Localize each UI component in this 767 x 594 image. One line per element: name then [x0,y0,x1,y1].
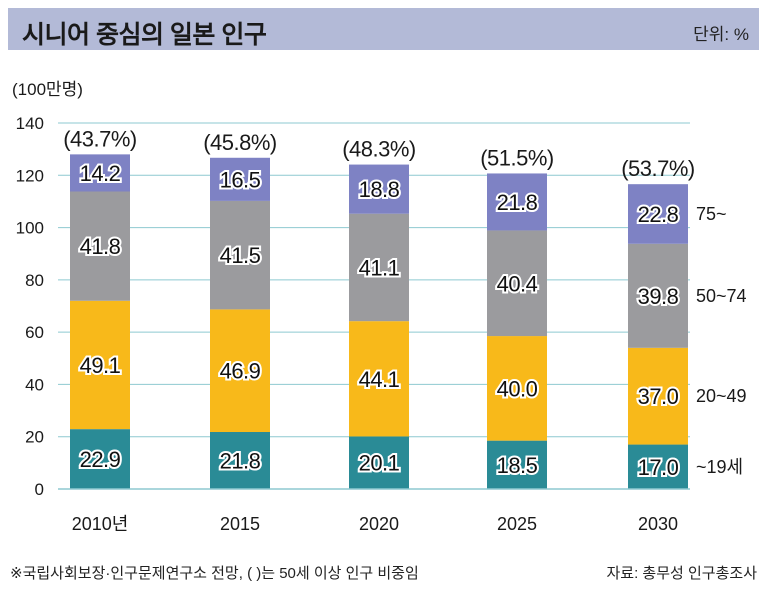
series-label: 50~74 [696,286,747,306]
share-label: (48.3%) [342,137,416,162]
unit-label: 단위: % [693,25,749,44]
bar-segment [349,436,409,489]
bar-segment [70,191,130,301]
segment-value-label: 40.4 [497,271,538,296]
bar-segment [210,309,270,433]
segment-value-label: 46.9 [220,359,261,384]
y-tick-label: 0 [35,480,44,499]
series-label: 75~ [696,204,727,224]
y-tick-label: 120 [16,166,44,185]
share-label: (51.5%) [480,145,554,170]
segment-value-label: 41.8 [80,234,121,259]
series-label: 20~49 [696,386,747,406]
bar-segment [349,164,409,214]
bar-segment [487,173,547,231]
share-label: (53.7%) [621,156,695,181]
bar-segment [210,157,270,201]
segment-value-label: 18.5 [497,453,538,478]
x-tick-label: 2015 [220,514,260,534]
segment-value-label: 37.0 [638,384,679,409]
y-axis-label: (100만명) [12,80,83,99]
segment-value-label: 22.8 [638,202,679,227]
x-tick-label: 2030 [638,514,678,534]
bar-segment [628,347,688,445]
y-tick-label: 40 [25,375,44,394]
y-tick-label: 100 [16,219,44,238]
share-label: (43.7%) [63,126,137,151]
x-tick-label: 2010년 [72,514,129,534]
segment-value-label: 22.9 [80,447,121,472]
segment-value-label: 44.1 [359,367,400,392]
bar-segment [70,300,130,430]
y-tick-label: 140 [16,114,44,133]
y-tick-label: 80 [25,271,44,290]
bar-segment [349,213,409,322]
segment-value-label: 20.1 [359,451,400,476]
bar-segment [70,429,130,489]
bar-segment [70,154,130,192]
bar-segment [628,184,688,244]
bar-segment [210,200,270,310]
title-bar: 시니어 중심의 일본 인구 단위: % [8,8,759,50]
segment-value-label: 41.5 [220,243,261,268]
segment-value-label: 14.2 [80,161,121,186]
segment-value-label: 21.8 [220,449,261,474]
chart-title: 시니어 중심의 일본 인구 [22,21,267,49]
bar-segment [628,243,688,348]
segment-value-label: 16.5 [220,167,261,192]
bar-segment [487,440,547,489]
segment-value-label: 17.0 [638,455,679,480]
segment-value-label: 49.1 [80,353,121,378]
bar-segment [628,444,688,489]
segment-value-label: 41.1 [359,255,400,280]
bar-segment [487,336,547,441]
segment-value-label: 40.0 [497,376,538,401]
y-tick-label: 20 [25,428,44,447]
bar-segment [349,321,409,437]
source-note: 자료: 총무성 인구총조사 [606,565,757,582]
share-label: (45.8%) [203,130,277,155]
y-tick-label: 60 [25,323,44,342]
bar-segment [487,230,547,337]
segment-value-label: 39.8 [638,284,679,309]
x-tick-label: 2025 [497,514,537,534]
segment-value-label: 18.8 [359,177,400,202]
segment-value-label: 21.8 [497,190,538,215]
x-tick-label: 2020 [359,514,399,534]
footnote: ※국립사회보장·인구문제연구소 전망, ( )는 50세 이상 인구 비중임 [10,565,419,582]
bar-segment [210,432,270,489]
series-label: ~19세 [696,457,743,477]
